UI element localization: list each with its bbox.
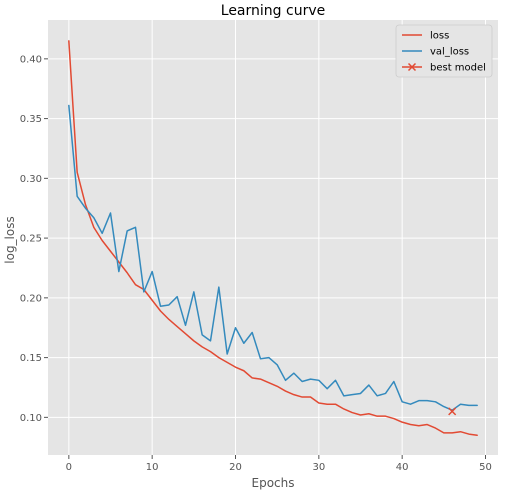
y-tick-label: 0.15 xyxy=(20,353,42,364)
legend-label: val_loss xyxy=(430,47,469,58)
grid-lines xyxy=(48,20,498,455)
plot-area xyxy=(48,20,498,455)
x-tick-label: 0 xyxy=(66,462,72,473)
legend-label: loss xyxy=(430,31,449,42)
y-axis-label: log_loss xyxy=(3,216,17,263)
y-tick-label: 0.20 xyxy=(20,293,42,304)
series-layer xyxy=(68,40,478,437)
x-tick-label: 40 xyxy=(396,462,409,473)
legend-item-best-model: best model xyxy=(402,63,486,74)
y-tick-label: 0.25 xyxy=(20,234,42,245)
y-axis-ticks: 0.10 0.15 0.20 0.25 0.30 0.35 0.40 xyxy=(20,54,48,424)
val-loss-line xyxy=(68,104,478,411)
x-tick-label: 10 xyxy=(146,462,159,473)
x-tick-label: 30 xyxy=(312,462,325,473)
legend-item-val-loss: val_loss xyxy=(402,47,469,58)
y-tick-label: 0.40 xyxy=(20,54,42,65)
legend-label: best model xyxy=(430,63,486,74)
y-tick-label: 0.35 xyxy=(20,114,42,125)
x-tick-label: 50 xyxy=(479,462,492,473)
y-tick-label: 0.10 xyxy=(20,413,42,424)
best-model-marker xyxy=(448,407,457,416)
x-axis-label: Epochs xyxy=(252,476,295,490)
chart-title: Learning curve xyxy=(221,3,325,19)
legend-box xyxy=(395,24,493,78)
legend-item-loss: loss xyxy=(402,31,449,42)
loss-line xyxy=(68,40,478,437)
y-tick-label: 0.30 xyxy=(20,174,42,185)
x-axis-ticks: 0 10 20 30 40 50 xyxy=(66,455,492,473)
x-tick-label: 20 xyxy=(229,462,242,473)
